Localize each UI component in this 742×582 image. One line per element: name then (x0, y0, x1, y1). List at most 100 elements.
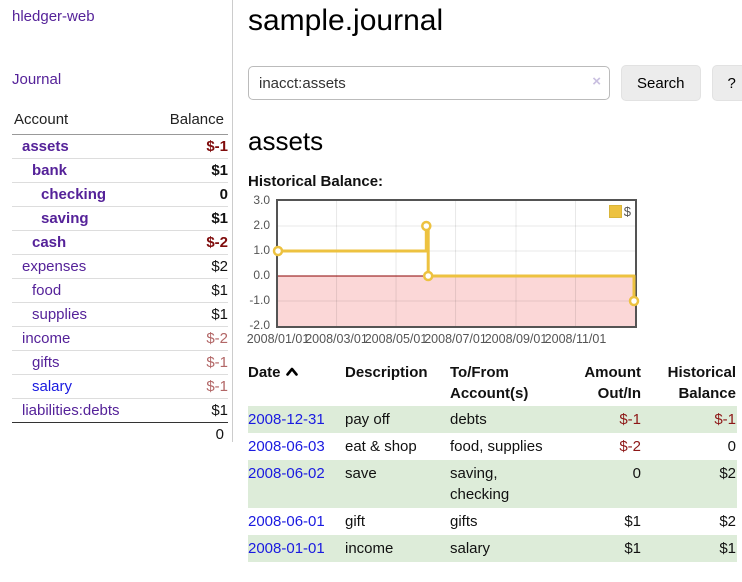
account-cell: salary (12, 374, 151, 399)
account-balance: $2 (150, 254, 228, 279)
journal-link[interactable]: Journal (12, 71, 62, 88)
account-link[interactable]: cash (32, 234, 67, 251)
clear-search-icon[interactable]: × (592, 73, 601, 90)
transaction-amount: $1 (624, 513, 641, 530)
x-tick-label: 2008/11/01 (544, 332, 607, 346)
transaction-balance: $-1 (714, 411, 736, 428)
account-row: bank $1 (12, 158, 228, 183)
account-link[interactable]: gifts (32, 354, 60, 371)
accounts-total-row: 0 (12, 422, 228, 446)
transaction-accounts: gifts (450, 513, 478, 530)
transaction-accounts: saving, checking (450, 465, 510, 503)
transaction-date-cell: 2008-12-31 (248, 406, 345, 433)
column-header-amount: Amount Out/In (584, 364, 641, 402)
transaction-row: 2008-01-01 income salary $1 $1 (248, 535, 737, 562)
transaction-description: income (345, 540, 394, 557)
accounts-table: Account Balance assets $-1 bank $1 checking 0… (12, 109, 228, 446)
transaction-balance: $1 (719, 540, 736, 557)
x-tick-label: 2008/05/01 (364, 332, 428, 346)
account-cell: food (12, 278, 151, 303)
transaction-description: gift (345, 513, 366, 530)
account-link[interactable]: salary (32, 378, 73, 395)
transaction-row: 2008-12-31 pay off debts $-1 $-1 (248, 406, 737, 433)
brand: hledger-web (12, 8, 232, 25)
transaction-description: pay off (345, 411, 390, 428)
account-row: income $-2 (12, 326, 228, 351)
transaction-amount: 0 (632, 465, 641, 482)
search-input[interactable] (248, 66, 610, 100)
transaction-row: 2008-06-01 gift gifts $1 $2 (248, 508, 737, 535)
transaction-date-link[interactable]: 2008-06-02 (248, 465, 325, 482)
transaction-description: save (345, 465, 377, 482)
chart-canvas (272, 201, 640, 326)
transaction-date-link[interactable]: 2008-06-03 (248, 438, 325, 455)
account-heading: assets (248, 126, 324, 156)
account-link[interactable]: checking (41, 186, 107, 203)
account-row: supplies $1 (12, 302, 228, 327)
account-link[interactable]: assets (22, 138, 69, 155)
column-header-balance: Historical Balance (667, 364, 736, 402)
account-balance: $1 (150, 278, 228, 303)
account-cell: liabilities:debts (12, 398, 151, 423)
transaction-date-cell: 2008-06-02 (248, 460, 345, 508)
account-link[interactable]: bank (32, 162, 68, 179)
search-button[interactable]: Search (621, 65, 701, 101)
account-row: saving $1 (12, 206, 228, 231)
app-title-link[interactable]: hledger-web (12, 8, 95, 25)
accounts-header-balance: Balance (150, 109, 228, 135)
transaction-date-link[interactable]: 2008-12-31 (248, 411, 325, 428)
transaction-date-link[interactable]: 2008-01-01 (248, 540, 325, 557)
account-balance: $1 (150, 206, 228, 231)
main-content: sample.journal × Search ? assets Histori… (233, 0, 742, 562)
account-balance: $-2 (150, 326, 228, 351)
transaction-row: 2008-06-02 save saving, checking 0 $2 (248, 460, 737, 508)
account-cell: supplies (12, 302, 151, 327)
account-link[interactable]: income (22, 330, 71, 347)
accounts-total-spacer (12, 422, 151, 446)
search-form: × Search ? (248, 65, 742, 101)
app: hledger-web Journal Account Balance asse… (12, 0, 742, 562)
account-link[interactable]: liabilities:debts (22, 402, 120, 419)
search-wrap: × (248, 66, 610, 100)
account-row: expenses $2 (12, 254, 228, 279)
accounts-header-account: Account (12, 109, 151, 135)
sort-ascending-icon (285, 367, 298, 376)
account-row: food $1 (12, 278, 228, 303)
x-tick-label: 2008/07/01 (424, 332, 487, 346)
x-tick-label: 2008/03/01 (305, 332, 368, 346)
account-row: liabilities:debts $1 (12, 398, 228, 423)
account-row: cash $-2 (12, 230, 228, 255)
account-row: assets $-1 (12, 135, 228, 159)
register-table: Date Description To/From Account(s) Amou… (248, 360, 737, 562)
account-cell: bank (12, 158, 151, 183)
historical-balance-chart: 3.0 2.0 1.0 0.0 -1.0 -2.0 $ 2008/01/01 2008/03… (247, 193, 728, 349)
y-tick-label: 1.0 (253, 243, 270, 257)
transaction-amount: $-1 (619, 411, 641, 428)
account-row: gifts $-1 (12, 350, 228, 375)
transaction-description: eat & shop (345, 438, 417, 455)
account-link[interactable]: expenses (22, 258, 87, 275)
chart-plot-area: $ (272, 199, 640, 328)
account-balance: $-1 (150, 374, 228, 399)
nav-links: Journal (12, 71, 232, 88)
account-balance: $1 (150, 302, 228, 327)
chart-y-axis-labels: 3.0 2.0 1.0 0.0 -1.0 -2.0 (244, 193, 272, 332)
account-link[interactable]: saving (41, 210, 89, 227)
transaction-date-link[interactable]: 2008-06-01 (248, 513, 325, 530)
chart-legend: $ (607, 204, 632, 219)
transaction-accounts: food, supplies (450, 438, 543, 455)
legend-swatch-icon (608, 205, 622, 218)
y-tick-label: 2.0 (253, 218, 270, 232)
account-balance: $-1 (206, 138, 228, 155)
transaction-date-cell: 2008-06-03 (248, 433, 345, 460)
account-link[interactable]: food (32, 282, 62, 299)
transaction-accounts: debts (450, 411, 487, 428)
y-tick-label: -1.0 (249, 293, 270, 307)
transaction-accounts: salary (450, 540, 491, 557)
data-point (272, 245, 284, 257)
account-balance: $1 (150, 158, 228, 183)
data-point (421, 220, 432, 232)
account-link[interactable]: supplies (32, 306, 88, 323)
column-header-date[interactable]: Date (248, 360, 345, 406)
help-button[interactable]: ? (711, 65, 742, 101)
